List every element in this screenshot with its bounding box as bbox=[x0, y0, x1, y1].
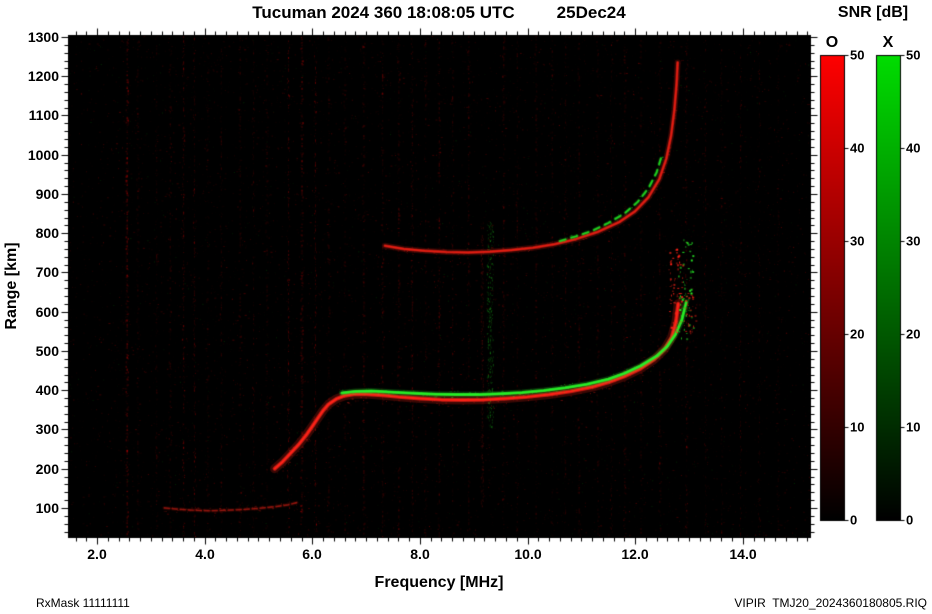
x-tick-label: 12.0 bbox=[621, 546, 649, 562]
x-tick-label: 6.0 bbox=[302, 546, 322, 562]
x-tick-label: 14.0 bbox=[729, 546, 757, 562]
x-colorbar-tick-label: 50 bbox=[906, 47, 921, 63]
y-tick-label: 700 bbox=[35, 264, 59, 280]
y-tick-label: 500 bbox=[35, 343, 59, 359]
o-colorbar-tick-label: 40 bbox=[850, 140, 865, 156]
x-colorbar-tick-label: 40 bbox=[906, 140, 921, 156]
x-colorbar-tick-label: 0 bbox=[906, 512, 914, 528]
y-tick-label: 200 bbox=[35, 461, 59, 477]
y-tick-label: 600 bbox=[35, 304, 59, 320]
y-tick-label: 1000 bbox=[27, 147, 59, 163]
snr-colorbar-title: SNR [dB] bbox=[837, 4, 909, 21]
y-axis-title: Range [km] bbox=[3, 242, 20, 330]
x-tick-label: 4.0 bbox=[195, 546, 215, 562]
o-mode-label: O bbox=[825, 34, 839, 51]
rxmask-text: RxMask 11111111 bbox=[36, 596, 130, 610]
o-colorbar-tick-label: 20 bbox=[850, 326, 865, 342]
x-tick-label: 10.0 bbox=[514, 546, 542, 562]
x-tick-label: 8.0 bbox=[410, 546, 430, 562]
y-tick-label: 800 bbox=[35, 225, 59, 241]
x-colorbar-tick-label: 10 bbox=[906, 419, 921, 435]
x-mode-label: X bbox=[882, 34, 894, 51]
y-tick-label: 900 bbox=[35, 186, 59, 202]
o-colorbar-tick-label: 0 bbox=[850, 512, 858, 528]
o-colorbar-tick-label: 10 bbox=[850, 419, 865, 435]
y-tick-label: 1100 bbox=[28, 107, 59, 123]
y-tick-label: 300 bbox=[35, 421, 59, 437]
y-tick-label: 1200 bbox=[27, 68, 59, 84]
chart-date: 25Dec24 bbox=[556, 3, 626, 22]
y-tick-label: 1300 bbox=[27, 29, 59, 45]
x-tick-label: 2.0 bbox=[87, 546, 107, 562]
y-tick-label: 100 bbox=[35, 500, 59, 516]
o-colorbar-tick-label: 30 bbox=[850, 233, 865, 249]
chart-title-text: Tucuman 2024 360 18:08:05 UTC bbox=[252, 3, 515, 22]
x-colorbar-tick-label: 20 bbox=[906, 326, 921, 342]
y-tick-label: 400 bbox=[35, 382, 59, 398]
x-axis-title: Frequency [MHz] bbox=[374, 574, 504, 591]
o-colorbar-tick-label: 50 bbox=[850, 47, 865, 63]
filename-text: VIPIR TMJ20_2024360180805.RIQ bbox=[734, 596, 927, 610]
chart-title: Tucuman 2024 360 18:08:05 UTC 25Dec24 bbox=[68, 3, 810, 23]
x-colorbar-tick-label: 30 bbox=[906, 233, 921, 249]
